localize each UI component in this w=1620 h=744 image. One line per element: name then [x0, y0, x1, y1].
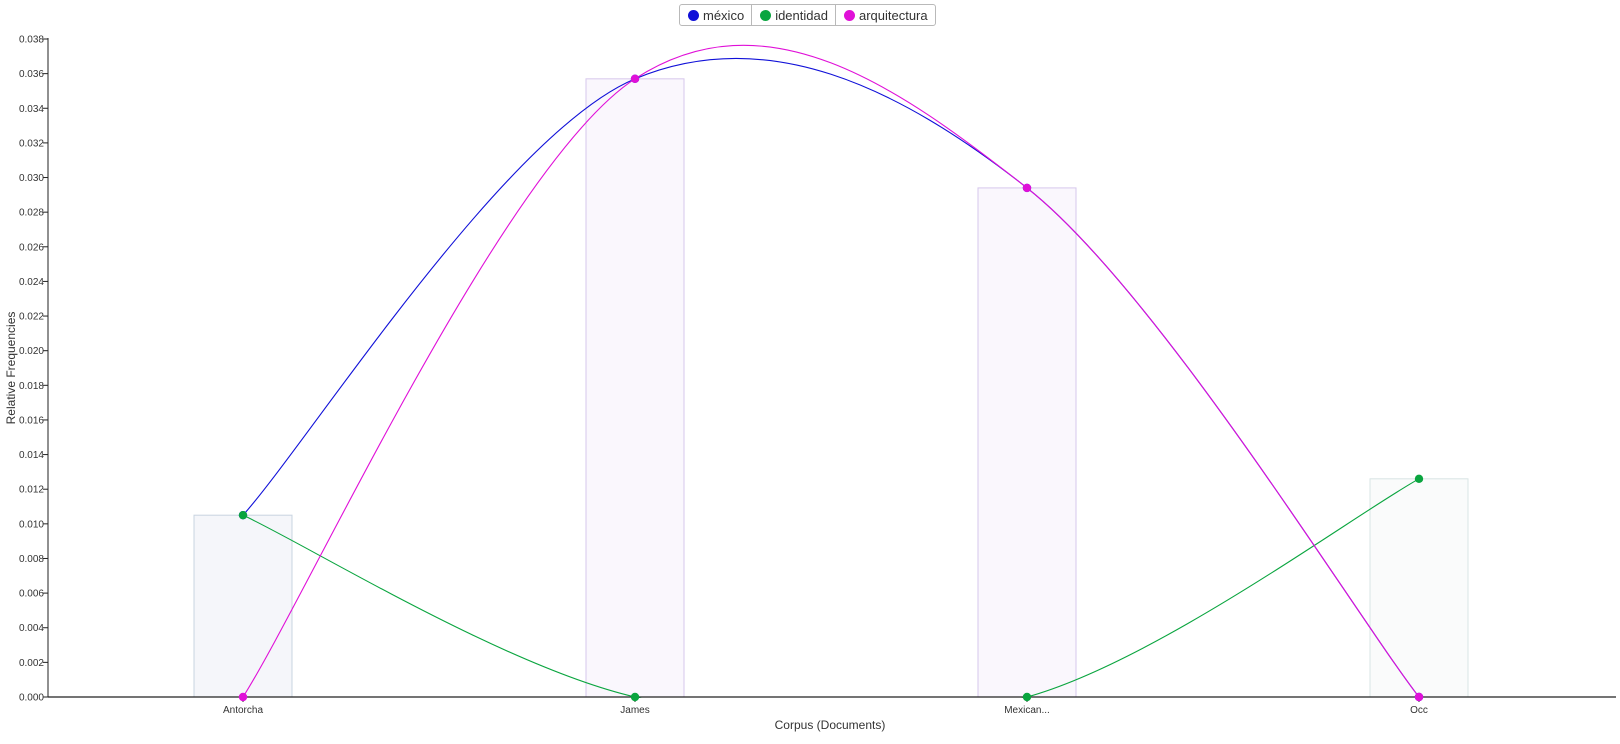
legend-label-arquitectura: arquitectura [858, 7, 928, 23]
point-identidad-3[interactable] [1022, 692, 1032, 702]
y-tick-label: 0.006 [19, 589, 44, 600]
y-tick-label: 0.016 [19, 415, 44, 426]
legend-swatch-identidad [760, 9, 772, 21]
point-identidad-1[interactable] [238, 510, 248, 520]
y-tick-label: 0.036 [19, 69, 44, 80]
x-tick-label: Antorcha [223, 705, 263, 716]
y-tick-label: 0.030 [19, 173, 44, 184]
y-tick-label: 0.004 [19, 623, 44, 634]
bar-2[interactable] [585, 78, 685, 698]
point-arquitectura-4[interactable] [1414, 692, 1424, 702]
legend-item-identidad[interactable]: identidad [752, 5, 836, 25]
point-arquitectura-1[interactable] [238, 692, 248, 702]
y-tick-label: 0.028 [19, 208, 44, 219]
legend: méxico identidad arquitectura [679, 4, 936, 26]
x-tick-label: Occ [1410, 705, 1428, 716]
series-lines [242, 44, 1420, 698]
y-tick-label: 0.002 [19, 658, 44, 669]
y-tick-label: 0.020 [19, 346, 44, 357]
y-tick-label: 0.038 [19, 35, 44, 46]
point-arquitectura-2[interactable] [630, 74, 640, 84]
series-line-mexico [242, 57, 1420, 698]
point-identidad-4[interactable] [1414, 474, 1424, 484]
y-tick-label: 0.026 [19, 242, 44, 253]
y-axis: 0.000 0.002 0.004 0.006 0.008 0.010 0.012 0.014… [19, 35, 49, 704]
y-tick-label: 0.032 [19, 138, 44, 149]
y-tick-label: 0.008 [19, 554, 44, 565]
x-axis: Antorcha James Mexican... Occ [48, 696, 1616, 716]
bar-layer [193, 78, 1469, 698]
y-tick-label: 0.022 [19, 312, 44, 323]
y-tick-label: 0.010 [19, 519, 44, 530]
legend-swatch-arquitectura [843, 9, 855, 21]
point-arquitectura-3[interactable] [1022, 183, 1032, 193]
y-axis-title: Relative Frequencies [4, 312, 18, 425]
x-tick-label: Mexican... [1004, 705, 1050, 716]
bar-1[interactable] [193, 514, 293, 698]
legend-item-mexico[interactable]: méxico [680, 5, 753, 25]
x-axis-title: Corpus (Documents) [775, 718, 886, 732]
y-tick-label: 0.012 [19, 485, 44, 496]
legend-label-mexico: méxico [703, 7, 745, 23]
series-points [238, 74, 1424, 702]
y-tick-label: 0.014 [19, 450, 44, 461]
series-line-identidad [242, 478, 1420, 698]
y-tick-label: 0.024 [19, 277, 44, 288]
y-tick-label: 0.000 [19, 693, 44, 704]
legend-item-arquitectura[interactable]: arquitectura [836, 5, 935, 25]
y-tick-label: 0.018 [19, 381, 44, 392]
series-line-arquitectura [242, 44, 1420, 698]
x-tick-label: James [620, 705, 649, 716]
legend-swatch-mexico [688, 9, 699, 21]
bar-4[interactable] [1369, 478, 1469, 698]
bar-3[interactable] [977, 187, 1077, 698]
y-tick-label: 0.034 [19, 104, 44, 115]
point-identidad-2[interactable] [630, 692, 640, 702]
legend-label-identidad: identidad [775, 7, 828, 23]
